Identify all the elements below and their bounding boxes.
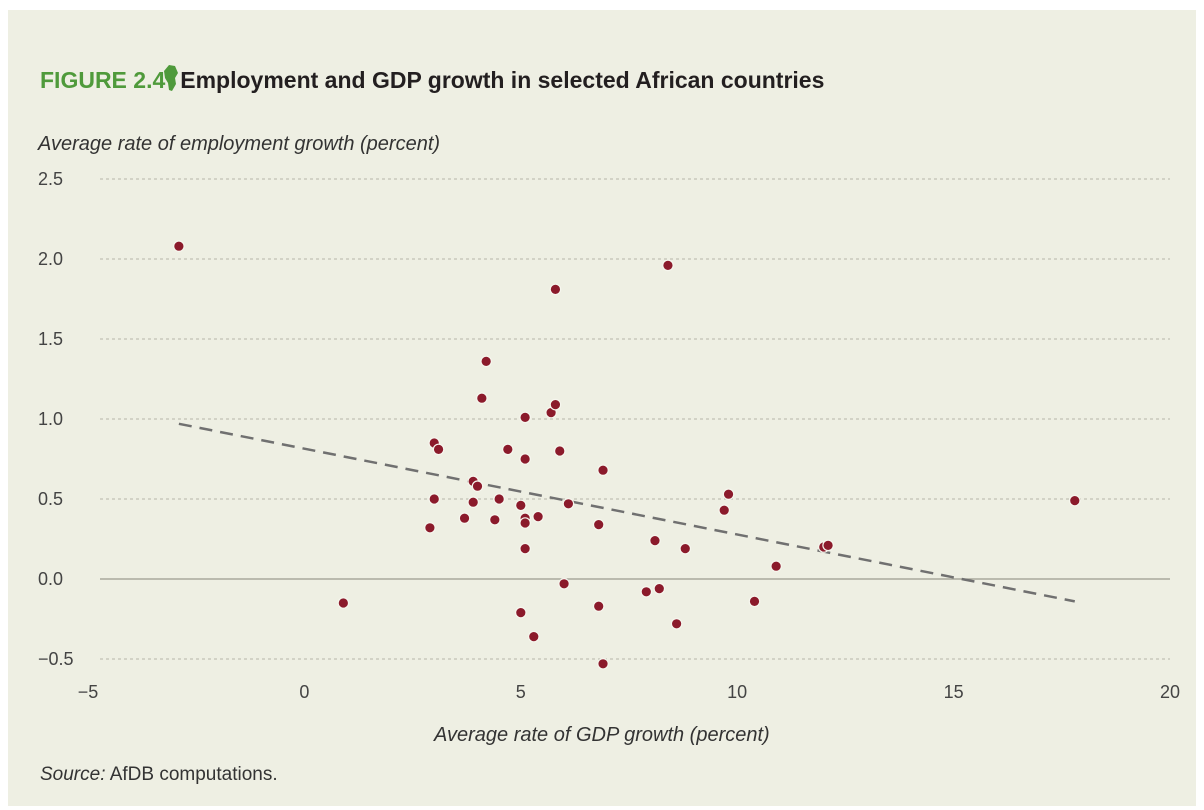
data-point bbox=[670, 617, 683, 630]
source-note: Source: AfDB computations. bbox=[40, 764, 278, 786]
data-point bbox=[519, 453, 531, 465]
figure-title-text: Employment and GDP growth in selected Af… bbox=[180, 67, 825, 93]
data-point bbox=[458, 512, 471, 524]
y-tick-label: 2.5 bbox=[38, 169, 63, 189]
data-point bbox=[822, 539, 834, 552]
data-point bbox=[337, 597, 350, 609]
data-point bbox=[519, 411, 531, 424]
y-tick-label: 2.0 bbox=[38, 249, 63, 269]
data-point bbox=[519, 517, 531, 529]
data-point bbox=[640, 585, 653, 598]
source-label: Source: bbox=[40, 764, 106, 785]
data-point bbox=[476, 392, 488, 404]
data-point bbox=[770, 560, 782, 572]
data-point bbox=[553, 445, 566, 457]
y-axis-label: Average rate of employment growth (perce… bbox=[38, 133, 441, 155]
data-point bbox=[597, 657, 609, 670]
x-tick-label: 0 bbox=[299, 682, 309, 702]
x-tick-label: 5 bbox=[516, 682, 526, 702]
data-point bbox=[549, 283, 562, 296]
data-point bbox=[597, 464, 609, 476]
data-point bbox=[549, 398, 562, 411]
data-point bbox=[662, 259, 674, 272]
x-tick-label: 20 bbox=[1160, 682, 1180, 702]
data-point bbox=[173, 240, 185, 252]
x-tick-label: 10 bbox=[727, 682, 747, 702]
africa-map-icon bbox=[164, 65, 179, 91]
data-point bbox=[722, 488, 735, 500]
data-point bbox=[502, 443, 514, 456]
x-tick-label: 15 bbox=[944, 682, 964, 702]
data-point bbox=[562, 497, 575, 510]
source-text: AfDB computations. bbox=[109, 764, 278, 785]
data-point bbox=[653, 582, 666, 595]
data-point bbox=[514, 499, 527, 512]
data-point bbox=[519, 542, 531, 555]
data-point bbox=[480, 355, 492, 368]
figure-title: FIGURE 2.4 Employment and GDP growth in s… bbox=[40, 64, 824, 94]
x-tick-label: −5 bbox=[78, 682, 99, 702]
figure-panel bbox=[8, 10, 1196, 806]
figure-number: FIGURE 2.4 bbox=[40, 67, 166, 93]
data-point bbox=[514, 606, 527, 619]
data-point bbox=[432, 443, 445, 456]
y-tick-label: 0.0 bbox=[38, 569, 63, 589]
data-point bbox=[718, 504, 731, 516]
y-tick-label: 1.5 bbox=[38, 329, 63, 349]
data-point bbox=[679, 542, 692, 555]
data-point bbox=[471, 480, 484, 492]
y-tick-label: −0.5 bbox=[38, 649, 74, 669]
data-point bbox=[489, 513, 501, 526]
data-point bbox=[467, 496, 479, 508]
data-point bbox=[592, 600, 605, 612]
data-point bbox=[649, 534, 661, 547]
data-point bbox=[428, 493, 441, 505]
data-point bbox=[493, 493, 505, 505]
data-point bbox=[558, 577, 570, 590]
trend-line bbox=[178, 422, 1076, 603]
data-point bbox=[532, 510, 544, 523]
y-tick-label: 0.5 bbox=[38, 489, 63, 509]
data-point bbox=[1068, 494, 1081, 507]
x-axis-label: Average rate of GDP growth (percent) bbox=[434, 724, 770, 746]
data-point bbox=[424, 521, 436, 534]
data-point bbox=[748, 595, 761, 608]
data-point bbox=[527, 630, 540, 643]
data-point bbox=[592, 518, 605, 531]
y-tick-label: 1.0 bbox=[38, 409, 63, 429]
